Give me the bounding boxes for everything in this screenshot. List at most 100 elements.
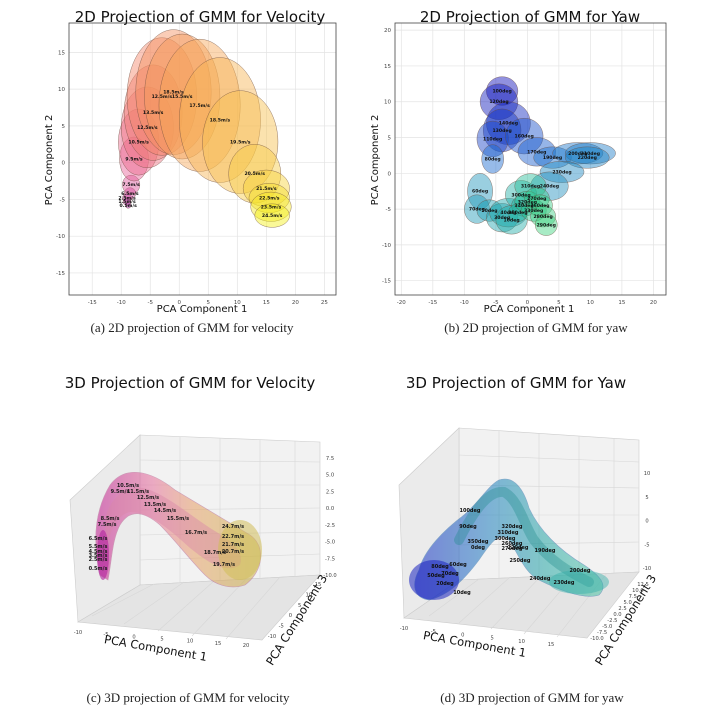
chart-d-y-tick-label: 10.0	[632, 588, 644, 594]
chart-b-component-label: 310deg	[521, 184, 540, 190]
chart-d-component-label: 70deg	[441, 571, 459, 577]
chart-b-component-label: 80deg	[485, 157, 501, 163]
chart-a-component-label: 9.5m/s	[125, 157, 143, 163]
chart-c-x-tick-label: -10	[74, 630, 82, 636]
chart-a-gmm-component	[122, 197, 132, 206]
chart-c-component-label: 10.5m/s	[117, 483, 139, 489]
chart-b-gmm-component	[530, 205, 556, 228]
chart-c-z-tick-label: -2.5	[325, 523, 335, 529]
chart-a-component-label: 19.5m/s	[230, 140, 251, 146]
chart-d-component-label: 230deg	[554, 580, 575, 586]
chart-b-gmm-component	[534, 213, 558, 236]
chart-a-xtick-label: 25	[321, 300, 328, 306]
chart-c-x-tick-label: -5	[103, 632, 108, 638]
chart-d-gmm-surface	[414, 478, 604, 601]
chart-b-gmm-component	[481, 144, 504, 174]
chart-a-xtick-label: 5	[207, 300, 211, 306]
chart-c-y-tick-label: 5	[298, 603, 301, 609]
chart-a-xtick-label: 0	[178, 300, 182, 306]
caption-c: (c) 3D projection of GMM for velocity	[86, 690, 290, 705]
chart-d-component-label: 100deg	[460, 508, 481, 514]
chart-a-component-label: 6.5m/s	[121, 191, 139, 197]
chart-c-y-tick-label: 0	[289, 613, 292, 619]
chart-b-xlabel: PCA Component 1	[484, 304, 575, 315]
chart-c-component-label: 2.5m/s	[89, 557, 108, 563]
chart-c-component-label: 4.5m/s	[89, 549, 108, 555]
chart-b-component-label: 320deg	[518, 199, 537, 205]
chart-b-component-label: 290deg	[537, 222, 556, 228]
chart-a-gmm-component	[158, 38, 241, 172]
chart-d-y-tick-label: 2.5	[618, 606, 626, 612]
chart-c-x-tick-label: 0	[132, 634, 135, 640]
chart-c-component-label: 7.5m/s	[98, 522, 117, 528]
chart-d-z-tick-label: 10	[644, 471, 651, 477]
chart-b-gmm-component	[564, 146, 610, 169]
chart-b-component-label: 230deg	[552, 169, 571, 175]
chart-c: 7.55.02.50.0-2.5-5.0-7.5-10.0 -10 -5 0 5 10 1…	[69, 434, 337, 668]
chart-b-gmm-component	[476, 120, 509, 158]
chart-a-ytick-label: 5	[62, 124, 66, 130]
chart-b-component-label: 50deg	[481, 208, 497, 214]
chart-d-component-label: 10deg	[453, 590, 471, 596]
chart-d-component-label: 310deg	[498, 530, 519, 536]
chart-c-z-tick-label: -10.0	[323, 573, 336, 579]
chart-c-component-label: 16.7m/s	[185, 530, 207, 536]
chart-c-z-tick-label: 2.5	[326, 489, 334, 495]
chart-d-x-tick-label: -5	[431, 629, 436, 635]
caption-b: (b) 2D projection of GMM for yaw	[444, 320, 628, 335]
chart-b-component-label: 240deg	[540, 184, 559, 190]
chart-a-gmm-component	[122, 174, 141, 195]
chart-c-x-tick-label: 15	[215, 641, 222, 647]
chart-a-component-label: 18.5m/s	[163, 90, 184, 96]
chart-d-x-tick-label: 5	[491, 636, 494, 642]
chart-a-gmm-component	[135, 29, 212, 155]
chart-d-y-tick-label: 0.0	[613, 612, 621, 618]
chart-b-xtick-label: 15	[618, 300, 625, 306]
chart-b-ytick-label: 5	[388, 136, 392, 142]
chart-b-ytick-label: -5	[386, 207, 392, 213]
chart-a-xtick-label: 20	[292, 300, 299, 306]
chart-b-component-label: 100deg	[492, 89, 511, 95]
chart-a-xtick-label: -15	[88, 300, 97, 306]
chart-a-gmm-component	[123, 187, 136, 200]
chart-c-component-label: 14.5m/s	[154, 508, 176, 514]
chart-d-component-label: 90deg	[459, 524, 477, 530]
panel-a-title: 2D Projection of GMM for Velocity	[74, 8, 326, 26]
chart-b-component-label: 270deg	[527, 196, 546, 202]
chart-c-x-tick-label: 5	[160, 637, 163, 643]
chart-d-z-tick-label: -5	[644, 542, 649, 548]
chart-d-component-label: 200deg	[570, 568, 591, 574]
chart-b-xtick-label: 10	[587, 300, 594, 306]
chart-b-component-label: 70deg	[469, 207, 485, 213]
chart-d-gmm-lobe-teal	[549, 570, 609, 594]
chart-d-component-label: 60deg	[449, 562, 467, 568]
chart-a-ytick-label: 10	[58, 87, 65, 93]
chart-b-component-label: 130deg	[492, 128, 511, 134]
chart-a-xtick-label: 10	[234, 300, 241, 306]
chart-b-xtick-label: 20	[650, 300, 657, 306]
chart-b-component-label: 40deg	[500, 210, 516, 216]
chart-a-xtick-label: -10	[117, 300, 126, 306]
chart-a-component-label: 22.5m/s	[259, 195, 280, 201]
chart-a-ylabel: PCA Component 2	[44, 115, 55, 206]
chart-a-component-label: 12.5m/s	[137, 125, 158, 131]
chart-a-component-label: 7.5m/s	[122, 182, 140, 188]
chart-b-gmm-component	[486, 101, 531, 145]
chart-d-y-tick-label: 12.5	[637, 582, 649, 588]
chart-a-ytick-label: -5	[60, 197, 66, 203]
chart-c-component-label: 0.5m/s	[89, 566, 108, 572]
chart-b-component-label: 10deg	[504, 217, 520, 223]
chart-d-z-tick-label: -10	[643, 566, 651, 572]
chart-a-gmm-component	[228, 144, 282, 204]
chart-c-gmm-tail	[97, 530, 109, 580]
chart-d-component-label: 220deg	[508, 545, 529, 551]
chart-a-ytick-label: 15	[58, 50, 65, 56]
chart-b-ytick-label: 15	[384, 64, 391, 70]
chart-d-y-tick-label: -10.0	[590, 636, 603, 642]
chart-b-xtick-label: 5	[557, 300, 561, 306]
chart-a-frame	[68, 22, 337, 296]
chart-a-gmm-component	[242, 169, 290, 208]
chart-d-gmm-lobe-blue	[409, 560, 459, 600]
chart-d-gmm-ridge	[454, 486, 594, 587]
